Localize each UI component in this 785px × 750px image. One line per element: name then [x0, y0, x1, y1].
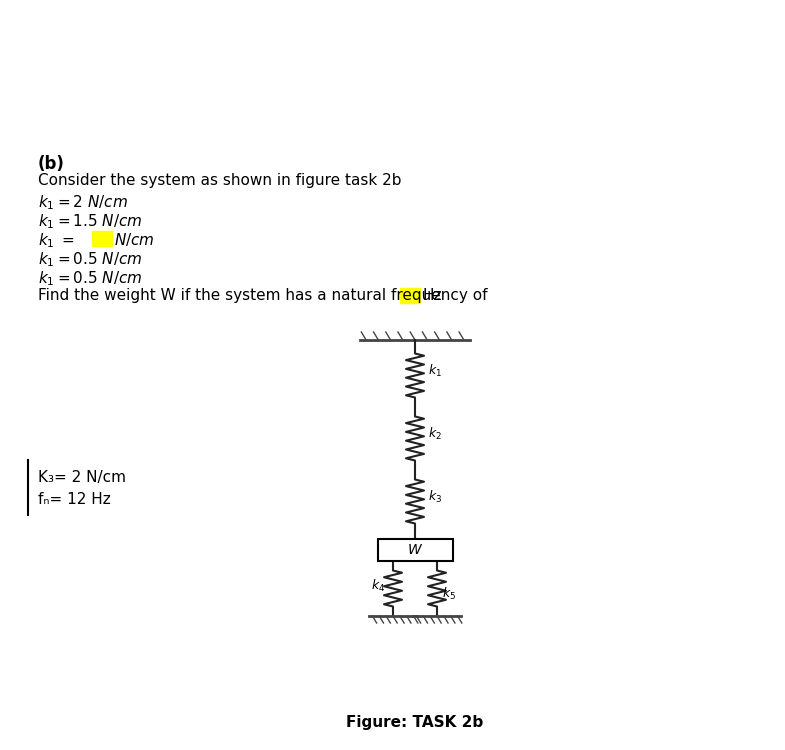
Text: W: W [408, 543, 422, 557]
FancyBboxPatch shape [400, 288, 420, 303]
Bar [378, 539, 452, 561]
Text: $N/cm$: $N/cm$ [114, 231, 155, 248]
Text: Figure: TASK 2b: Figure: TASK 2b [346, 715, 484, 730]
Text: $k_3$: $k_3$ [428, 488, 442, 505]
Text: Consider the system as shown in figure task 2b: Consider the system as shown in figure t… [38, 173, 401, 188]
Text: $k_1$: $k_1$ [428, 362, 442, 379]
Text: Find the weight W if the system has a natural frequency of: Find the weight W if the system has a na… [38, 288, 492, 303]
Text: $k_5$: $k_5$ [442, 586, 456, 602]
Text: $k_1 = 1.5\ N/cm$: $k_1 = 1.5\ N/cm$ [38, 212, 143, 231]
Text: $k_1 = 0.5\ N/cm$: $k_1 = 0.5\ N/cm$ [38, 269, 143, 288]
Text: $k_4$: $k_4$ [371, 578, 385, 593]
Text: $k_2$: $k_2$ [428, 425, 442, 442]
Text: K₃= 2 N/cm: K₃= 2 N/cm [38, 470, 126, 485]
Text: Hz: Hz [422, 288, 441, 303]
Text: $k_1 = 0.5\ N/cm$: $k_1 = 0.5\ N/cm$ [38, 250, 143, 268]
Text: (b): (b) [38, 155, 65, 173]
FancyBboxPatch shape [92, 231, 112, 246]
Text: fₙ= 12 Hz: fₙ= 12 Hz [38, 492, 111, 507]
Text: $k_1\ =\ $: $k_1\ =\ $ [38, 231, 75, 250]
Text: $k_1 = 2\ N/cm$: $k_1 = 2\ N/cm$ [38, 193, 128, 211]
